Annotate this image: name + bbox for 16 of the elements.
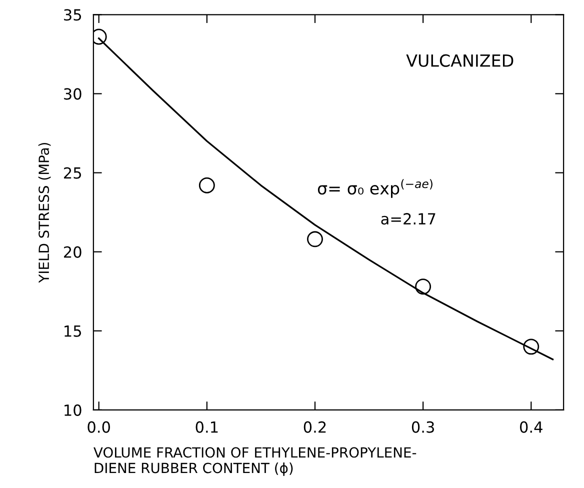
y-axis-title: YIELD STRESS (MPa) xyxy=(38,142,51,283)
y-tick-label: 30 xyxy=(64,88,82,100)
annotation: a=2.17 xyxy=(381,213,436,225)
x-axis-title: VOLUME FRACTION OF ETHYLENE-PROPYLENE- DIENE RUBBER CONTENT (ϕ) xyxy=(94,447,416,476)
y-tick-label: 15 xyxy=(64,326,81,337)
y-tick-label: 10 xyxy=(64,404,82,416)
y-tick-label: 20 xyxy=(64,246,82,258)
y-tick-label: 35 xyxy=(64,9,81,21)
y-tick-label: 25 xyxy=(64,167,81,179)
annotation: VULCANIZED xyxy=(406,54,514,67)
annotation: σ= σ₀ exp$^{(−ae)}$ xyxy=(318,179,432,198)
x-tick-label: 0.1 xyxy=(196,421,218,433)
x-tick-label: 0.2 xyxy=(304,421,326,433)
x-tick-label: 0.4 xyxy=(520,421,542,433)
x-tick-label: 0.3 xyxy=(412,421,434,433)
x-tick-label: 0.0 xyxy=(88,421,110,433)
